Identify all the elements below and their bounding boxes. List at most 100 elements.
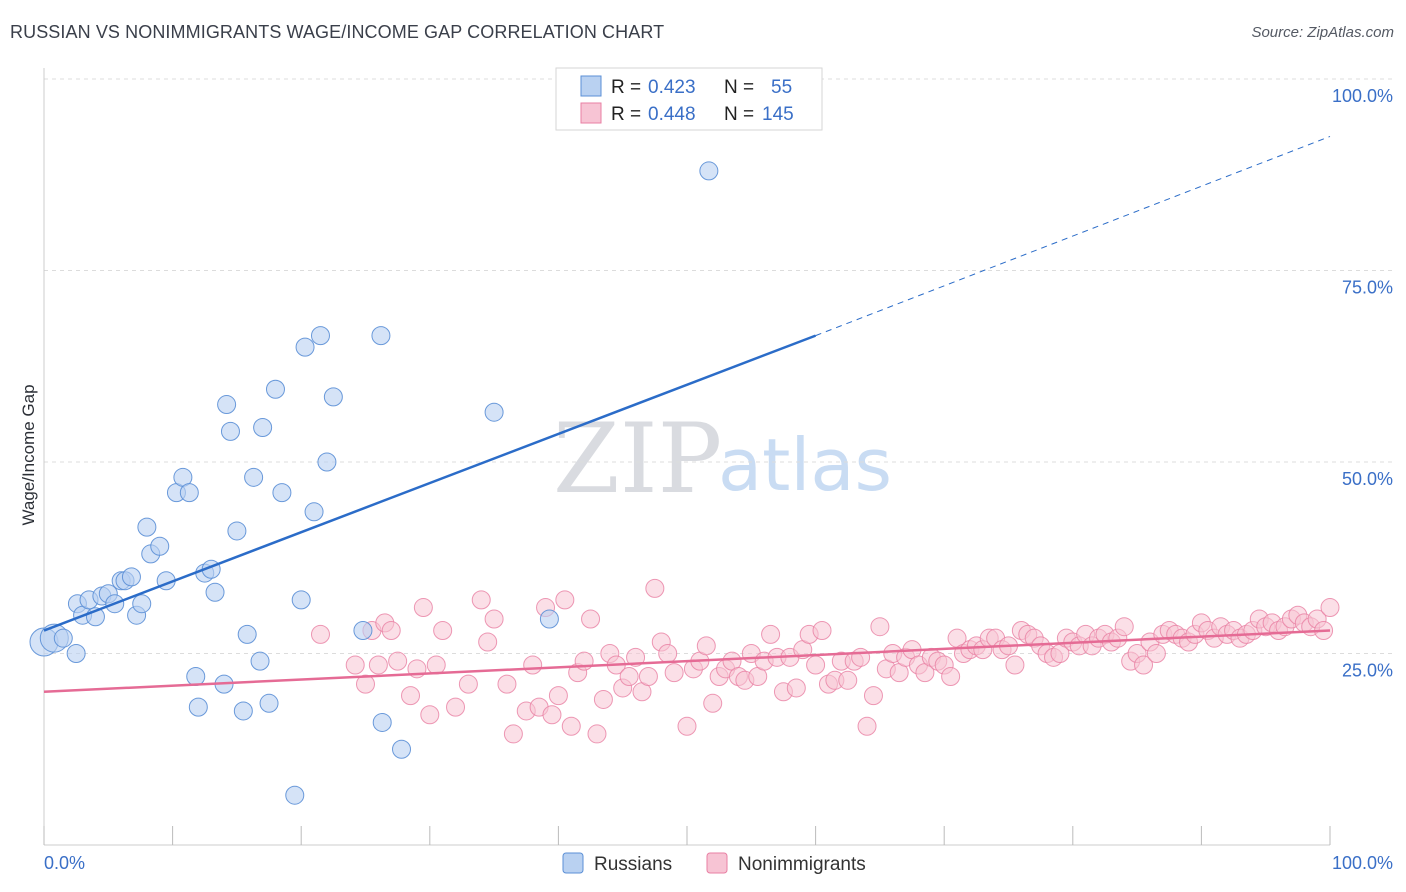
- chart-title: RUSSIAN VS NONIMMIGRANTS WAGE/INCOME GAP…: [10, 22, 665, 42]
- nonimmigrants-point: [413, 598, 433, 618]
- russians-point: [237, 624, 257, 644]
- russians-point: [150, 536, 170, 556]
- nonimmigrants-point: [863, 686, 883, 706]
- russians-point: [121, 567, 141, 587]
- russians-point: [233, 701, 253, 721]
- nonimmigrants-point: [503, 724, 523, 744]
- y-axis-tick-labels: 25.0% 50.0% 75.0% 100.0%: [1332, 86, 1393, 681]
- nonimmigrants-point: [345, 655, 365, 675]
- russians-point: [220, 421, 240, 441]
- trend-lines: [43, 135, 1331, 694]
- russians-point: [132, 594, 152, 614]
- nonimmigrants-points: [310, 578, 1340, 744]
- nonimmigrants-point: [1134, 655, 1154, 675]
- russians-point: [291, 590, 311, 610]
- x-axis-ticks: [43, 826, 1331, 845]
- legend-n-value-nonimmigrants: 145: [762, 104, 794, 125]
- russians-point: [272, 483, 292, 503]
- legend-n-value-russians: 55: [771, 77, 792, 98]
- russians-point: [371, 326, 391, 346]
- nonimmigrants-point: [870, 617, 890, 637]
- russians-point: [186, 666, 206, 686]
- russians-point: [372, 712, 392, 732]
- russians-point: [137, 517, 157, 537]
- nonimmigrants-point: [677, 716, 697, 736]
- russians-point: [295, 337, 315, 357]
- nonimmigrants-point: [458, 674, 478, 694]
- nonimmigrants-point: [310, 624, 330, 644]
- bottom-legend-russians: Russians: [594, 854, 672, 875]
- source-label: Source: ZipAtlas.com: [1251, 24, 1394, 41]
- nonimmigrants-point: [446, 697, 466, 717]
- nonimmigrants-point: [1146, 644, 1166, 663]
- nonimmigrants-point: [619, 666, 639, 686]
- y-tick-label: 75.0%: [1342, 278, 1393, 298]
- y-axis-label: Wage/Income Gap: [19, 384, 38, 525]
- russians-point: [285, 785, 305, 805]
- nonimmigrants-point: [555, 590, 575, 610]
- russians-point: [259, 693, 279, 713]
- russians-point: [253, 418, 273, 438]
- legend-r-label-nonimmigrants: R =: [611, 104, 641, 125]
- nonimmigrants-point: [381, 621, 401, 641]
- russians-point: [317, 452, 337, 472]
- russians-point: [353, 621, 373, 641]
- nonimmigrants-point: [1005, 655, 1025, 675]
- legend-r-value-nonimmigrants: 0.448: [648, 104, 696, 125]
- nonimmigrants-point: [356, 674, 375, 694]
- y-tick-label: 50.0%: [1342, 469, 1393, 489]
- nonimmigrants-point: [838, 670, 858, 690]
- nonimmigrants-point: [433, 621, 453, 641]
- legend-n-label-russians: N =: [724, 77, 754, 98]
- legend-r-value-russians: 0.423: [648, 77, 696, 98]
- russians-point: [66, 644, 86, 663]
- watermark-atlas: atlas: [718, 423, 892, 507]
- nonimmigrants-point: [471, 590, 491, 610]
- russians-point: [217, 395, 237, 415]
- bottom-legend-swatch-nonimmigrants: [706, 852, 728, 874]
- gridlines: [44, 78, 1393, 654]
- russians-point: [539, 609, 559, 629]
- nonimmigrants-point: [658, 644, 678, 663]
- nonimmigrants-point: [581, 609, 601, 629]
- russians-point: [304, 502, 324, 522]
- nonimmigrants-point: [806, 655, 826, 675]
- russians-point: [699, 161, 719, 181]
- nonimmigrants-point: [812, 621, 832, 641]
- y-tick-label: 100.0%: [1332, 86, 1393, 106]
- russians-trend-line: [43, 334, 817, 632]
- x-tick-label-min: 0.0%: [44, 853, 85, 873]
- russians-point: [392, 739, 412, 759]
- nonimmigrants-point: [368, 655, 388, 675]
- nonimmigrants-point: [542, 705, 562, 725]
- russians-point: [205, 582, 225, 602]
- nonimmigrants-point: [761, 624, 781, 644]
- nonimmigrants-point: [548, 686, 568, 706]
- nonimmigrants-point: [420, 705, 440, 725]
- bottom-legend-swatch-russians: [562, 852, 584, 874]
- nonimmigrants-point: [523, 655, 543, 675]
- correlation-legend: R = 0.423 N = 55 R = 0.448 N = 145: [555, 67, 823, 131]
- nonimmigrants-point: [561, 716, 581, 736]
- russians-trend-extension: [815, 135, 1331, 337]
- nonimmigrants-point: [478, 632, 498, 652]
- nonimmigrants-point: [638, 666, 658, 686]
- russians-point: [310, 326, 330, 346]
- nonimmigrants-point: [696, 636, 716, 656]
- nonimmigrants-point: [786, 678, 806, 698]
- nonimmigrants-point: [426, 655, 446, 675]
- nonimmigrants-trend-line: [43, 629, 1331, 694]
- nonimmigrants-point: [626, 647, 646, 667]
- nonimmigrants-point: [703, 693, 723, 713]
- nonimmigrants-point: [851, 647, 871, 667]
- nonimmigrants-point: [664, 663, 684, 683]
- russians-point: [53, 628, 73, 648]
- nonimmigrants-point: [593, 689, 613, 709]
- legend-swatch-russians: [580, 75, 602, 97]
- russians-point: [227, 521, 247, 541]
- russians-point: [179, 483, 199, 503]
- russians-point: [250, 651, 270, 671]
- nonimmigrants-point: [645, 578, 665, 598]
- nonimmigrants-point: [941, 666, 961, 686]
